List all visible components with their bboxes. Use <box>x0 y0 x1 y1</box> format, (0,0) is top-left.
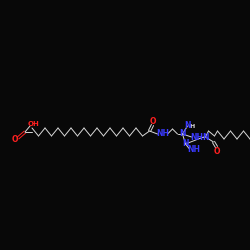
Text: O: O <box>213 146 220 156</box>
Text: N: N <box>184 122 191 130</box>
Text: NH: NH <box>156 130 169 138</box>
Text: O: O <box>149 116 156 126</box>
Text: N: N <box>182 140 189 148</box>
Text: H: H <box>190 124 195 128</box>
Text: NH: NH <box>187 144 200 154</box>
Text: N: N <box>179 130 186 138</box>
Text: O: O <box>12 136 18 144</box>
Text: OH: OH <box>28 121 40 127</box>
Text: NH: NH <box>190 132 203 141</box>
Text: N: N <box>202 132 209 141</box>
